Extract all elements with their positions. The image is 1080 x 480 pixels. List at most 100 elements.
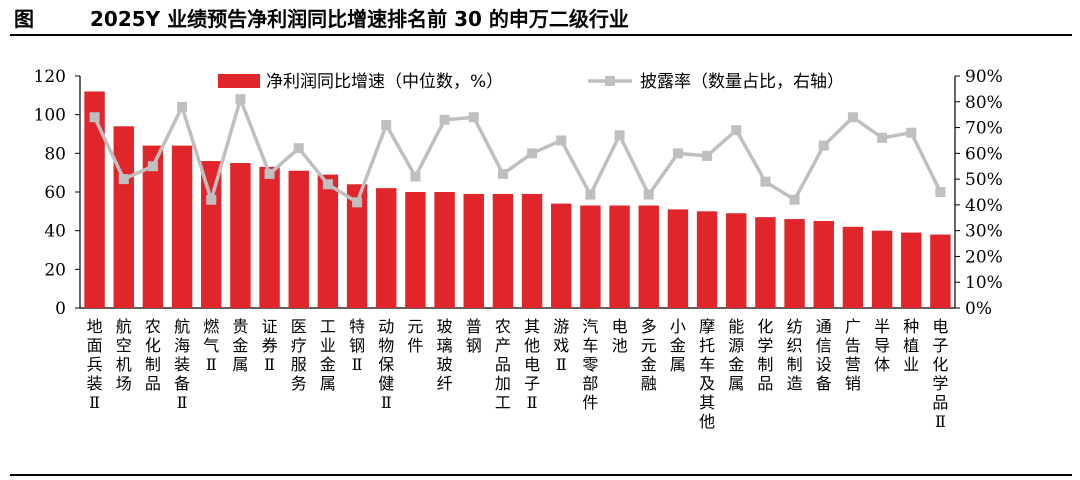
x-tick-label: 种植业 (903, 317, 919, 374)
bar (842, 226, 864, 308)
x-tick-label: 摩托车及其他 (699, 317, 715, 431)
x-tick-label: 农化制品 (145, 317, 161, 393)
x-tick-label: 其他电子 Ⅱ (524, 317, 540, 412)
bar (171, 145, 193, 308)
bar (609, 205, 630, 308)
x-tick-label: 化学制品 (757, 317, 773, 393)
x-tick-label: 证券 Ⅱ (262, 317, 278, 374)
x-tick-label: 航空机场 (116, 317, 132, 393)
y-right-tick-label: 30% (965, 222, 1003, 242)
bar (755, 217, 776, 308)
bar (551, 203, 572, 308)
bar (230, 163, 251, 308)
x-tick-label: 燃气 Ⅱ (203, 317, 219, 374)
line-marker (352, 197, 363, 208)
line-marker (614, 130, 625, 141)
line-marker (527, 148, 538, 159)
bar (317, 174, 339, 308)
legend-line-label: 披露率（数量占比，右轴） (640, 72, 844, 92)
y-right-tick-label: 70% (965, 119, 1003, 139)
line-marker (410, 171, 421, 182)
bar (346, 184, 368, 308)
x-tick-label: 汽车零部件 (582, 317, 598, 412)
x-tick-label: 农产品加工 (495, 317, 511, 412)
line-marker (877, 132, 888, 143)
x-tick-label: 电池 (612, 317, 628, 355)
y-right-tick-label: 60% (965, 144, 1003, 164)
line-marker (847, 112, 858, 123)
line-marker (556, 135, 567, 146)
line-marker (322, 179, 333, 190)
x-tick-label: 游戏 Ⅱ (553, 317, 569, 374)
line-marker (935, 187, 946, 197)
line-marker (789, 194, 800, 205)
x-tick-label: 贵金属 (232, 317, 248, 374)
page-title: 2025Y 业绩预告净利润同比增速排名前 30 的申万二级行业 (90, 7, 629, 31)
bar (813, 221, 834, 308)
y-right-tick-label: 50% (965, 170, 1003, 190)
x-tick-label: 能源金属 (728, 317, 744, 393)
y-left-tick-label: 0 (55, 299, 66, 319)
bar (521, 193, 543, 308)
line-marker (206, 194, 217, 205)
line-marker (702, 150, 713, 161)
line-marker (585, 189, 596, 200)
bar (259, 166, 280, 308)
y-left-tick-label: 20 (44, 260, 66, 280)
line-marker (468, 112, 479, 123)
bar (201, 161, 222, 308)
legend-bar-label: 净利润同比增速（中位数，%） (266, 72, 503, 92)
bar (463, 193, 484, 308)
y-right-tick-label: 0% (965, 299, 992, 319)
x-tick-label: 元件 (407, 317, 423, 355)
bar (492, 193, 514, 308)
x-tick-label: 多元金融 (641, 317, 657, 393)
y-left-tick-label: 60 (44, 183, 66, 203)
bar (784, 219, 805, 308)
bar (434, 192, 455, 308)
line-marker (177, 101, 188, 112)
line-marker (497, 168, 508, 179)
y-right-tick-label: 90% (965, 67, 1003, 87)
y-right-tick-label: 20% (965, 247, 1003, 267)
line-marker (818, 140, 829, 151)
line-marker (672, 148, 683, 159)
y-right-tick-label: 40% (965, 196, 1003, 216)
top-divider (10, 34, 1072, 36)
x-tick-label: 工业金属 (320, 317, 336, 393)
x-tick-label: 纺织制造 (787, 317, 803, 393)
line-marker (293, 143, 304, 154)
x-tick-label: 航海装备 Ⅱ (174, 317, 190, 412)
line-marker (643, 189, 654, 200)
y-left-tick-label: 40 (44, 222, 66, 242)
x-tick-label: 半导体 (874, 317, 890, 374)
x-tick-label: 动物保健 Ⅱ (378, 317, 394, 412)
line-marker (760, 176, 771, 187)
x-tick-label: 特钢 Ⅱ (349, 317, 365, 374)
bar (376, 188, 397, 308)
bar (871, 230, 893, 308)
bar (667, 209, 689, 308)
legend-line-marker (605, 76, 615, 86)
bar (638, 205, 659, 308)
x-tick-label: 电子化学品 Ⅱ (932, 317, 948, 431)
x-tick-label: 医疗服务 (291, 317, 307, 393)
disclosure-rate-line (93, 97, 942, 205)
bar (580, 205, 601, 308)
bar (113, 126, 134, 309)
y-left-tick-label: 80 (44, 144, 66, 164)
y-right-tick-label: 80% (965, 93, 1003, 113)
x-tick-label: 小金属 (670, 317, 686, 374)
x-tick-label: 地面兵装 Ⅱ (87, 317, 103, 412)
figure-label: 图 (14, 7, 34, 31)
line-marker (731, 125, 742, 136)
y-right-tick-label: 10% (965, 273, 1003, 293)
header: 图 2025Y 业绩预告净利润同比增速排名前 30 的申万二级行业 (0, 0, 1080, 36)
line-marker (264, 168, 275, 179)
bar (288, 170, 309, 308)
x-tick-label: 普钢 (466, 317, 482, 355)
bottom-divider (10, 474, 1072, 476)
x-tick-label: 广告营销 (845, 317, 861, 393)
line-marker (906, 127, 917, 138)
